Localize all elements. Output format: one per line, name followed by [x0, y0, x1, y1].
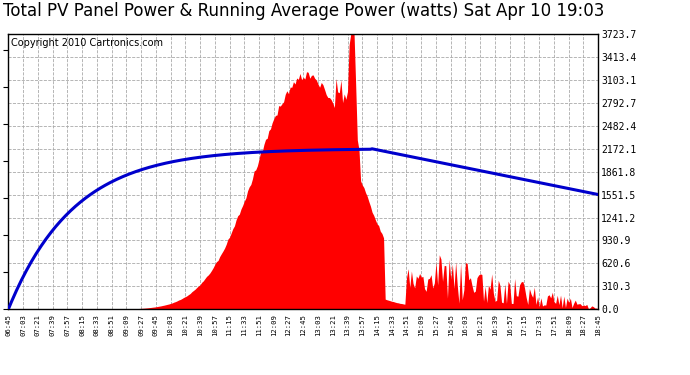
Text: 12:09: 12:09	[270, 314, 277, 336]
Text: 16:57: 16:57	[506, 314, 513, 336]
Text: 15:45: 15:45	[448, 314, 454, 336]
Text: 07:21: 07:21	[34, 314, 41, 336]
Text: 17:33: 17:33	[536, 314, 542, 336]
Text: 12:27: 12:27	[286, 314, 291, 336]
Text: 13:21: 13:21	[330, 314, 336, 336]
Text: 11:33: 11:33	[241, 314, 247, 336]
Text: 15:09: 15:09	[418, 314, 424, 336]
Text: 07:57: 07:57	[64, 314, 70, 336]
Text: 17:51: 17:51	[551, 314, 557, 336]
Text: 18:27: 18:27	[580, 314, 586, 336]
Text: 10:03: 10:03	[168, 314, 173, 336]
Text: 10:21: 10:21	[182, 314, 188, 336]
Text: 16:03: 16:03	[462, 314, 469, 336]
Text: 09:45: 09:45	[152, 314, 159, 336]
Text: 15:27: 15:27	[433, 314, 439, 336]
Text: 13:57: 13:57	[359, 314, 365, 336]
Text: 07:39: 07:39	[50, 314, 55, 336]
Text: 16:39: 16:39	[492, 314, 498, 336]
Text: 18:45: 18:45	[595, 314, 601, 336]
Text: 13:39: 13:39	[344, 314, 351, 336]
Text: 12:45: 12:45	[300, 314, 306, 336]
Text: 08:15: 08:15	[79, 314, 85, 336]
Text: 14:15: 14:15	[374, 314, 380, 336]
Text: 08:33: 08:33	[94, 314, 100, 336]
Text: 07:03: 07:03	[20, 314, 26, 336]
Text: Total PV Panel Power & Running Average Power (watts) Sat Apr 10 19:03: Total PV Panel Power & Running Average P…	[3, 2, 604, 20]
Text: 11:51: 11:51	[256, 314, 262, 336]
Text: 11:15: 11:15	[226, 314, 233, 336]
Text: 13:03: 13:03	[315, 314, 321, 336]
Text: 14:51: 14:51	[404, 314, 409, 336]
Text: 10:39: 10:39	[197, 314, 203, 336]
Text: 09:27: 09:27	[138, 314, 144, 336]
Text: 18:09: 18:09	[566, 314, 572, 336]
Text: 14:33: 14:33	[388, 314, 395, 336]
Text: 17:15: 17:15	[522, 314, 527, 336]
Text: 10:57: 10:57	[212, 314, 218, 336]
Text: Copyright 2010 Cartronics.com: Copyright 2010 Cartronics.com	[11, 38, 164, 48]
Text: 06:45: 06:45	[6, 314, 11, 336]
Text: 08:51: 08:51	[108, 314, 115, 336]
Text: 09:09: 09:09	[124, 314, 129, 336]
Text: 16:21: 16:21	[477, 314, 483, 336]
